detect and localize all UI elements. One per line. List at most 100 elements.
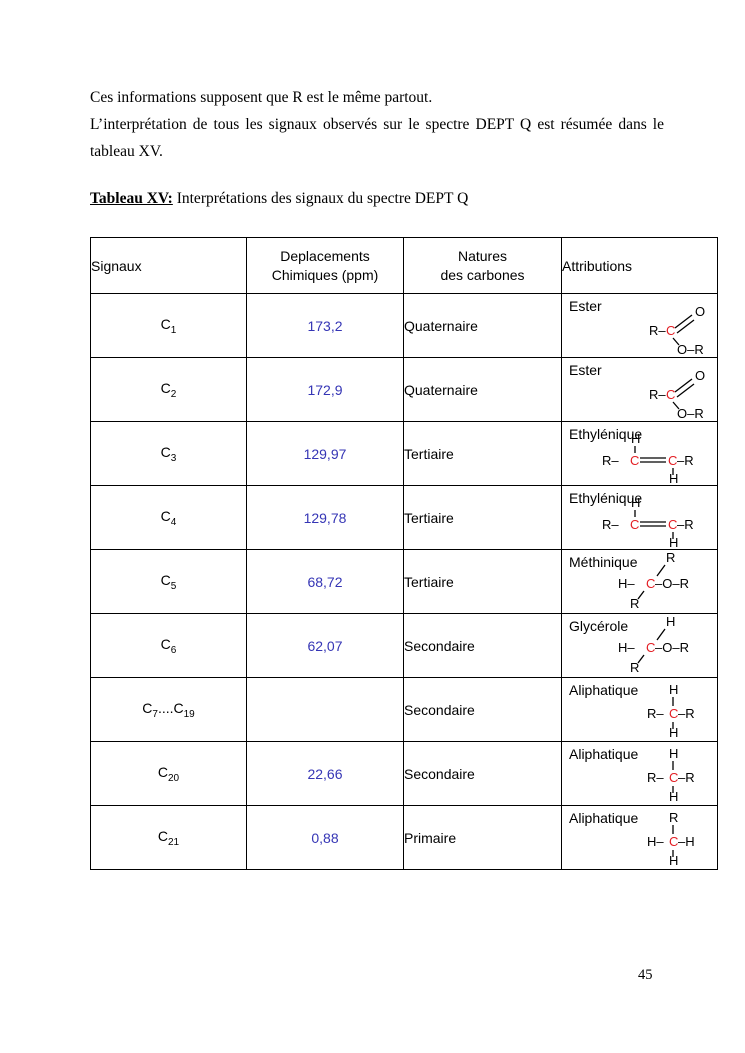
atom-label: H (669, 535, 678, 548)
chemical-structure: HR– C C –RH (602, 495, 694, 548)
table-caption: Tableau XV: Interprétations des signaux … (90, 190, 468, 208)
signal-text: C (160, 507, 171, 524)
signal-cell: C20 (90, 741, 247, 806)
signal-subscript: 6 (170, 644, 177, 656)
signal-subscript: 7 (152, 708, 158, 720)
signal-subscript: 3 (170, 452, 177, 464)
signal-subscript: 20 (168, 772, 180, 784)
header-natures-line2: des carbones (440, 266, 525, 283)
atom-label: R (669, 810, 678, 825)
atom-label: O–R (677, 342, 704, 355)
attribution-label: Aliphatique (569, 682, 639, 698)
shift-cell: 0,88 (246, 805, 404, 870)
chemical-structure: HR– C C –RH (602, 431, 694, 484)
attribution-label: Ester (569, 362, 602, 378)
nature-cell: Quaternaire (403, 357, 562, 422)
atom-label: R– (602, 517, 619, 532)
bond-line (674, 314, 693, 329)
carbon-atom-label: C (669, 834, 678, 849)
signal-text: C (160, 635, 171, 652)
table-row: C3 129,97 Tertiaire Ethylénique H R– C C –R H (90, 421, 718, 486)
attribution-label: Glycérole (569, 618, 629, 634)
header-deplacements-line1: Deplacements (280, 247, 370, 264)
shift-cell: 129,97 (246, 421, 404, 486)
signal-text: C (160, 379, 171, 396)
bond-line (676, 319, 695, 334)
chemical-structure: R H– C –HH (647, 810, 695, 866)
nature-cell: Secondaire (403, 677, 562, 742)
attribution-label: Aliphatique (569, 746, 639, 762)
chemical-structure: H H– C –O–R R (618, 615, 689, 673)
nature-cell: Secondaire (403, 741, 562, 806)
chemical-structure: R H– C –O–R R (618, 551, 689, 609)
signal-subscript: 2 (170, 388, 177, 400)
attribution-label: Méthinique (569, 554, 638, 570)
chemical-structure: R– C O O–R (649, 304, 705, 355)
signal-cell: C7....C19 (90, 677, 247, 742)
atom-label: H– (618, 576, 635, 591)
shift-cell: 173,2 (246, 293, 404, 358)
atom-label: R (666, 551, 675, 565)
atom-label: H (669, 789, 678, 802)
signal-cell: C2 (90, 357, 247, 422)
table-body: C1 173,2 Quaternaire Ester R– C O O–R C2 17… (90, 293, 718, 870)
shift-cell (246, 677, 404, 742)
atom-label: O–R (677, 406, 704, 419)
attribution-label: Ester (569, 298, 602, 314)
atom-label: H (631, 495, 640, 510)
attribution-cell: Méthinique R H– C –O–R R (561, 549, 718, 614)
signal-text: C (160, 315, 171, 332)
atom-label: –H (678, 834, 695, 849)
bond-line (637, 590, 645, 600)
atom-label: R– (649, 323, 666, 338)
carbon-atom-label: C (646, 576, 655, 591)
chemical-structure: R– C O O–R (649, 368, 705, 419)
atom-label: O (695, 368, 705, 383)
shift-cell: 68,72 (246, 549, 404, 614)
signal-cell: C21 (90, 805, 247, 870)
dept-q-table: Signaux Deplacements Chimiques (ppm) Nat… (90, 237, 718, 870)
nature-cell: Quaternaire (403, 293, 562, 358)
carbon-atom-label: C (646, 640, 655, 655)
signal-cell: C4 (90, 485, 247, 550)
atom-label: H (669, 682, 678, 697)
header-natures: Natures des carbones (403, 237, 562, 294)
signal-cell: C5 (90, 549, 247, 614)
page-number: 45 (638, 967, 653, 983)
atom-label: –R (678, 770, 695, 785)
atom-label: H (669, 746, 678, 761)
atom-label: H (669, 725, 678, 738)
table-row: C20 22,66 Secondaire Aliphatique H R– C –R H (90, 741, 718, 806)
carbon-atom-label: C (669, 770, 678, 785)
carbon-atom-label: C (668, 517, 677, 532)
atom-label: R– (649, 387, 666, 402)
chemical-structure: H R– C –RH (647, 746, 695, 802)
bond-line (676, 383, 695, 398)
attribution-cell: Aliphatique R H– C –H H (561, 805, 718, 870)
atom-label: H (669, 471, 678, 484)
signal-cell: C1 (90, 293, 247, 358)
header-attributions: Attributions (561, 237, 718, 294)
nature-cell: Secondaire (403, 613, 562, 678)
signal-text: C (142, 699, 153, 716)
table-row: C1 173,2 Quaternaire Ester R– C O O–R (90, 293, 718, 358)
table-row: C4 129,78 Tertiaire Ethylénique H R– C C –R H (90, 485, 718, 550)
table-caption-number: Tableau XV: (90, 190, 173, 207)
nature-cell: Tertiaire (403, 421, 562, 486)
signal-text: C (157, 827, 168, 844)
atom-label: R (630, 660, 639, 673)
shift-cell: 172,9 (246, 357, 404, 422)
atom-label: H (666, 615, 675, 629)
signal-subscript: 1 (170, 324, 177, 336)
signal-cell: C6 (90, 613, 247, 678)
bond-line (637, 654, 645, 664)
bond-line (656, 628, 666, 641)
nature-cell: Tertiaire (403, 485, 562, 550)
signal-text: C (160, 571, 171, 588)
signal-subscript: 4 (170, 516, 177, 528)
atom-label: R– (602, 453, 619, 468)
atom-label: H– (647, 834, 664, 849)
attribution-cell: Aliphatique H R– C –R H (561, 677, 718, 742)
attribution-cell: Ethylénique H R– C C –R H (561, 421, 718, 486)
